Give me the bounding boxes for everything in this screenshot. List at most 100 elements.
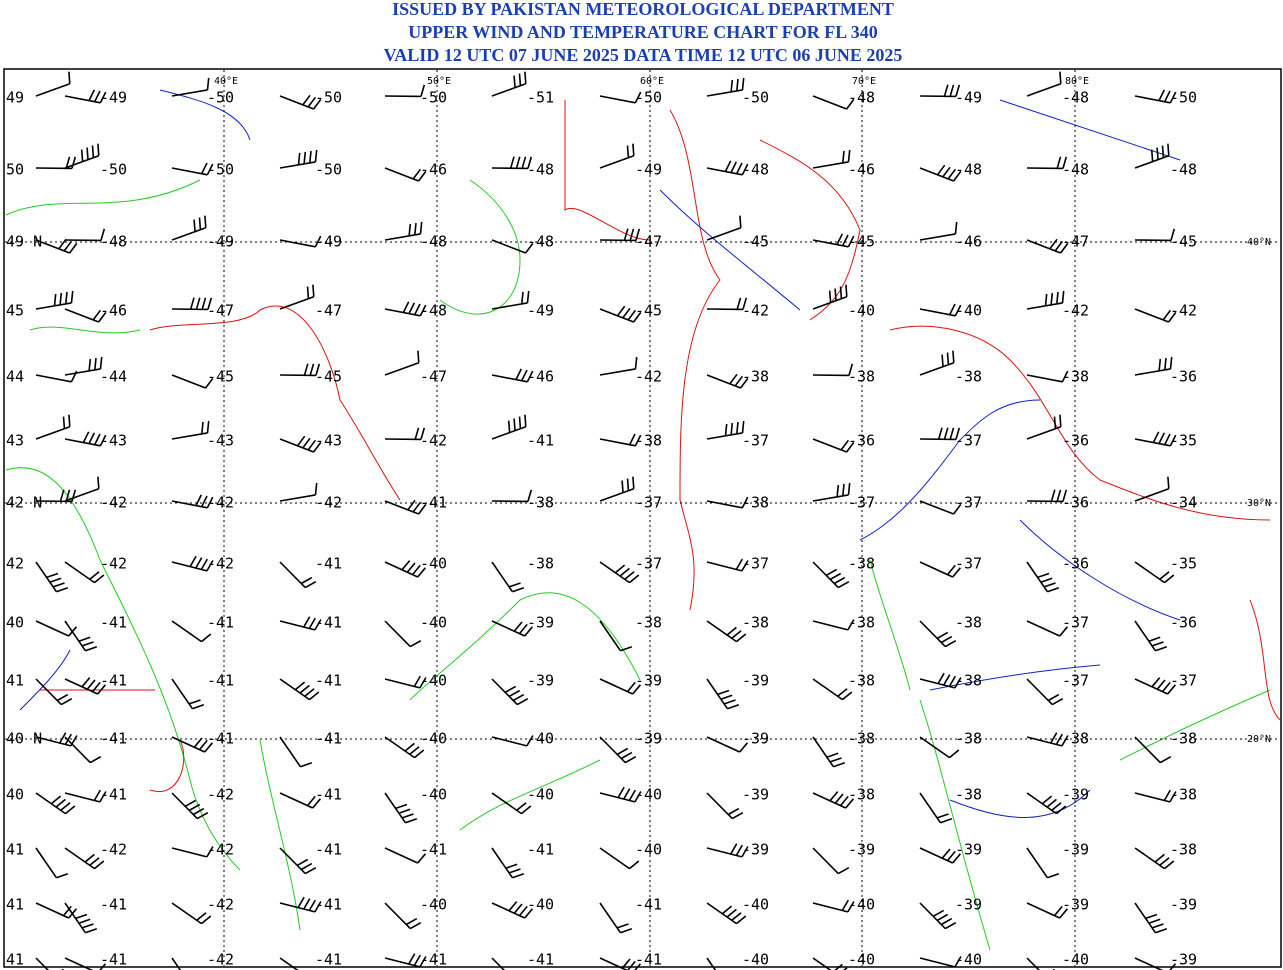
wind-barb xyxy=(706,297,748,311)
temperature: -40 xyxy=(955,302,982,320)
temperature: -38 xyxy=(1170,786,1197,804)
temperature: -38 xyxy=(848,614,875,632)
temperature: -38 xyxy=(1062,368,1089,386)
temperature: -39 xyxy=(1062,841,1089,859)
temperature: -41 xyxy=(315,730,342,748)
wind-barb xyxy=(706,373,749,389)
wind-barb xyxy=(919,736,960,759)
temperature: -39 xyxy=(635,672,662,690)
temperature: -47 xyxy=(207,302,234,320)
wind-barb xyxy=(706,843,749,858)
temperature: -49 xyxy=(315,233,342,251)
temperature: -42 xyxy=(207,841,234,859)
wind-barb xyxy=(384,560,427,578)
temperature: -50 xyxy=(315,161,342,179)
wind-barb xyxy=(812,899,855,913)
wind-barb xyxy=(279,736,313,768)
temperature: -38 xyxy=(742,368,769,386)
temperature: -42 xyxy=(207,951,234,969)
temperature: -36 xyxy=(848,432,875,450)
wind-barb xyxy=(1026,414,1062,440)
wind-barb xyxy=(812,957,848,970)
wind-barb xyxy=(919,84,961,98)
temperature: -45 xyxy=(635,302,662,320)
temperature: -41 xyxy=(315,614,342,632)
wind-barb xyxy=(919,500,962,515)
temperature: -36 xyxy=(1062,432,1089,450)
wind-barb xyxy=(491,489,533,503)
temperature: -37 xyxy=(1062,614,1089,632)
wind-barb xyxy=(706,558,749,572)
temperature: -50 xyxy=(742,89,769,107)
temperature: -42 xyxy=(207,896,234,914)
wind-barb xyxy=(1026,957,1055,970)
wind-barb xyxy=(919,350,955,376)
wind-barb xyxy=(599,786,642,803)
wind-barb xyxy=(491,957,505,970)
temperature: -38 xyxy=(848,368,875,386)
wind-barb xyxy=(491,414,527,440)
temperature: -42 xyxy=(742,302,769,320)
wind-barb xyxy=(1026,561,1060,593)
wind-barb xyxy=(1134,957,1177,970)
wind-barb xyxy=(599,620,633,652)
wind-barb xyxy=(1026,792,1067,815)
wind-barb xyxy=(706,792,744,820)
wind-barb xyxy=(706,620,747,643)
wind-barb xyxy=(919,561,962,578)
temperature: -40 xyxy=(955,951,982,969)
temperature: -48 xyxy=(742,161,769,179)
temperature: -37 xyxy=(955,494,982,512)
temperature: -38 xyxy=(955,672,982,690)
temperature: -48 xyxy=(100,233,127,251)
wind-barb xyxy=(599,305,642,323)
wind-barb xyxy=(384,301,427,317)
temperature: -40 xyxy=(420,614,447,632)
temperature: -40 xyxy=(848,302,875,320)
temperature: -38 xyxy=(1062,730,1089,748)
wind-barb xyxy=(1134,228,1176,242)
wind-barb xyxy=(919,847,962,864)
wind-barb xyxy=(812,561,850,589)
wind-barb xyxy=(384,499,427,515)
temperature: -37 xyxy=(1170,672,1197,690)
wind-barb xyxy=(706,420,745,440)
temperature: -41 xyxy=(315,555,342,573)
temperature: -39 xyxy=(955,841,982,859)
wind-barb xyxy=(1134,476,1170,502)
wind-barb xyxy=(812,736,846,768)
temperature: -38 xyxy=(1170,730,1197,748)
temperature: 50 xyxy=(6,161,24,179)
wind-barb xyxy=(1026,290,1065,310)
title-line: ISSUED BY PAKISTAN METEOROLOGICAL DEPART… xyxy=(392,0,894,19)
wind-barb xyxy=(1026,620,1069,637)
wind-barb xyxy=(171,957,182,970)
wind-barb xyxy=(171,620,212,643)
wind-barb xyxy=(64,847,105,870)
wind-barb xyxy=(171,846,214,858)
wind-barb xyxy=(599,433,642,447)
temperature: -39 xyxy=(1170,896,1197,914)
temperature: -42 xyxy=(207,555,234,573)
temperature: -45 xyxy=(848,233,875,251)
wind-barb xyxy=(706,902,747,925)
wind-barb xyxy=(812,149,851,169)
wind-barb xyxy=(384,847,427,864)
wind-barb xyxy=(599,678,642,695)
wind-barb xyxy=(35,71,71,97)
temperature: -42 xyxy=(635,368,662,386)
wind-barb xyxy=(1134,356,1173,376)
wind-barb xyxy=(491,620,534,637)
temperature: -42 xyxy=(207,494,234,512)
wind-barb xyxy=(1134,902,1168,934)
temperature: -41 xyxy=(420,841,447,859)
temperature: -40 xyxy=(420,555,447,573)
temperature: 49 xyxy=(6,89,24,107)
wind-barb xyxy=(1134,143,1170,169)
wind-barb xyxy=(279,792,322,809)
wind-barb xyxy=(64,620,98,652)
temperature: -50 xyxy=(207,161,234,179)
temperature: -37 xyxy=(635,494,662,512)
wind-barb xyxy=(812,284,848,310)
